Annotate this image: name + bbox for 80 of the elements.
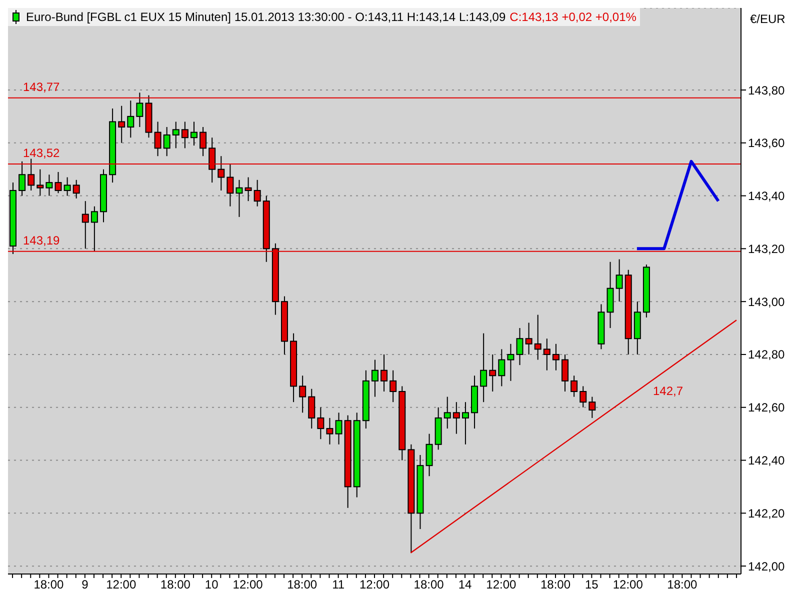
candlestick — [562, 354, 569, 392]
candlestick — [480, 332, 488, 403]
x-tick-label: 18:00 — [34, 578, 64, 592]
candlestick — [163, 126, 170, 157]
x-tick-label: 9 — [82, 578, 89, 592]
candlestick — [462, 402, 469, 445]
x-tick-label: 12:00 — [359, 578, 390, 592]
x-tick-label: 12:00 — [106, 578, 136, 592]
chart-title: Euro-Bund [FGBL c1 EUX 15 Minuten] 15.01.2013 13:30:00 - O:143,11 H:143,14 L:143,09 — [26, 10, 506, 24]
candlestick — [36, 168, 44, 196]
ref-line-label: 143,52 — [23, 146, 60, 160]
x-tick-label: 12:00 — [612, 578, 644, 592]
x-tick-label: 18:00 — [667, 578, 698, 592]
candlestick — [390, 370, 397, 403]
candlestick — [64, 176, 71, 196]
candlestick — [326, 417, 334, 445]
candlestick — [580, 386, 587, 408]
candlestick — [299, 375, 306, 414]
x-tick-label: 14 — [458, 578, 472, 592]
annotation: 142,7 — [653, 384, 684, 398]
x-tick-label: 15 — [585, 578, 599, 592]
candlestick — [516, 328, 524, 366]
candlestick — [190, 121, 198, 146]
y-tick-label: 142,00 — [748, 559, 786, 574]
candlestick — [90, 206, 98, 252]
candlestick — [127, 100, 134, 138]
candlestick — [335, 412, 342, 445]
y-tick-label: 143,00 — [748, 294, 786, 309]
candlestick — [236, 179, 243, 218]
y-tick-label: 143,20 — [748, 242, 786, 256]
candlestick — [72, 179, 80, 199]
candlestick — [507, 343, 514, 382]
candlestick — [200, 126, 207, 157]
y-tick-label: 142,80 — [748, 348, 786, 362]
candlestick — [588, 396, 596, 418]
chart-subtitle: C:143,13 +0,02 +0,01% — [510, 10, 636, 24]
candlestick — [371, 359, 378, 398]
candlestick — [181, 121, 188, 149]
ref-line-label: 143,19 — [23, 233, 60, 248]
candlestick — [570, 375, 578, 398]
y-tick-label: 143,80 — [748, 83, 786, 98]
candlestick — [118, 105, 126, 144]
y-axis-title: €/EUR — [750, 12, 786, 26]
ref-line-label: 143,77 — [23, 80, 60, 94]
candlestick — [380, 354, 388, 392]
candlestick — [244, 176, 252, 202]
x-tick-label: 18:00 — [540, 578, 571, 592]
y-tick-label: 143,40 — [748, 189, 786, 204]
x-tick-label: 18:00 — [414, 578, 444, 592]
candlestick — [452, 402, 460, 434]
x-tick-label: 11 — [332, 578, 345, 592]
x-tick-label: 12:00 — [232, 578, 264, 592]
candlestick — [46, 174, 53, 196]
candlestick — [82, 200, 89, 250]
candlestick — [317, 406, 324, 440]
candlestick — [136, 92, 144, 128]
candlestick — [606, 261, 614, 329]
candlestick — [154, 121, 162, 157]
y-tick-label: 142,20 — [748, 506, 786, 520]
x-tick-label: 10 — [204, 578, 219, 592]
candlestick — [308, 388, 316, 430]
candlestick — [54, 171, 62, 194]
candlestick — [543, 338, 550, 371]
x-tick-label: 18:00 — [287, 578, 318, 592]
candlestick — [172, 121, 180, 149]
candlestick — [426, 433, 433, 477]
y-tick-label: 142,60 — [748, 400, 786, 415]
y-tick-label: 143,60 — [748, 136, 786, 150]
candlestick — [254, 179, 261, 207]
candlestick — [498, 348, 506, 387]
y-tick-label: 142,40 — [748, 454, 786, 468]
candlestick — [552, 343, 560, 371]
x-tick-label: 12:00 — [486, 578, 517, 592]
candlestick — [525, 322, 532, 355]
candlestick — [616, 258, 623, 302]
candlestick — [489, 354, 496, 392]
x-tick-label: 18:00 — [160, 578, 191, 592]
candlestick — [534, 314, 542, 360]
candlestick — [444, 396, 451, 430]
candlestick — [18, 160, 26, 196]
